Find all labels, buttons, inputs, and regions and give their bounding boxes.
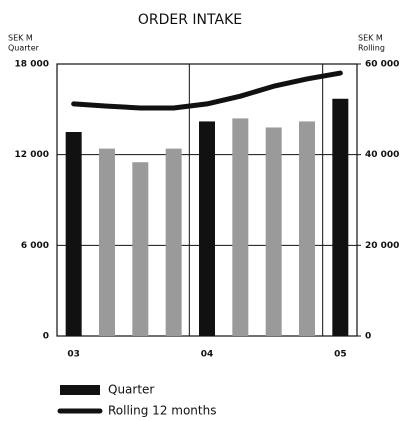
legend-label: Quarter: [108, 383, 154, 397]
x-tick-label: 05: [334, 350, 347, 360]
y-tick-label: 12 000: [15, 150, 49, 160]
y2-axis-title: SEK M: [358, 34, 383, 43]
y-tick-label: 6 000: [21, 241, 49, 251]
bar: [65, 132, 82, 336]
y-axis-title: SEK M: [8, 34, 33, 43]
y2-tick-label: 60 000: [365, 60, 399, 70]
bar: [299, 121, 315, 336]
y-tick-label: 18 000: [15, 60, 49, 70]
x-tick-label: 04: [201, 350, 214, 360]
bar: [332, 98, 349, 336]
y-tick-label: 0: [43, 332, 49, 342]
x-tick-label: 03: [67, 350, 80, 360]
y2-tick-label: 0: [365, 332, 371, 342]
legend-label: Rolling 12 months: [108, 404, 216, 418]
bar: [165, 148, 182, 336]
bar: [265, 127, 282, 336]
y2-axis-title: Rolling: [358, 44, 385, 53]
y2-tick-label: 20 000: [365, 241, 399, 251]
chart-title: ORDER INTAKE: [138, 12, 242, 28]
line: [71, 70, 343, 111]
y2-tick-label: 40 000: [365, 150, 399, 160]
bar: [199, 121, 215, 336]
bar: [132, 162, 149, 336]
bar: [232, 118, 249, 337]
legend-swatch: [60, 385, 100, 395]
bar: [99, 148, 115, 336]
y-axis-title: Quarter: [8, 44, 40, 53]
